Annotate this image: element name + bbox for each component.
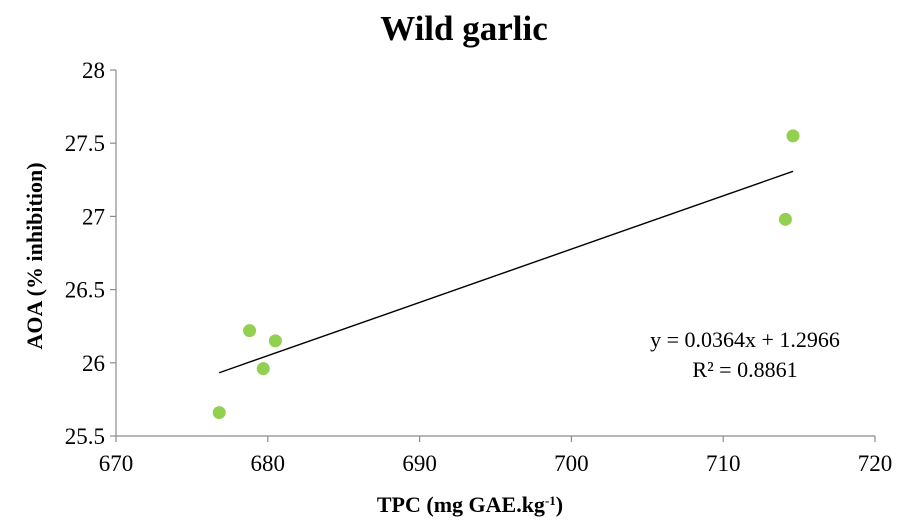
trendline [218, 170, 794, 374]
y-tick-label: 26.5 [65, 278, 105, 303]
data-point [778, 212, 792, 226]
data-point [786, 129, 800, 143]
axes [115, 70, 875, 437]
regression-equation: y = 0.0364x + 1.2966 [650, 327, 840, 352]
data-point [256, 362, 270, 376]
y-tick-label: 26 [82, 351, 105, 376]
r-squared-value: R² = 0.8861 [692, 357, 797, 382]
y-axis-title: AOA (% inhibition) [22, 162, 47, 349]
x-axis-title-suffix: ) [556, 492, 563, 517]
x-ticks: 670 680 690 700 710 720 [99, 436, 893, 476]
y-axis-title-group: AOA (% inhibition) [22, 162, 47, 349]
chart-title: Wild garlic [380, 9, 548, 48]
x-tick-label: 700 [554, 451, 589, 476]
y-tick-label: 25.5 [65, 424, 105, 449]
x-axis-title-main: TPC (mg GAE.kg [377, 492, 545, 517]
x-axis-title-superscript: -1 [545, 493, 556, 508]
data-points [212, 129, 800, 420]
x-tick-label: 720 [858, 451, 893, 476]
data-point [212, 406, 226, 420]
data-point [243, 324, 257, 338]
data-point [268, 334, 282, 348]
x-tick-label: 680 [251, 451, 286, 476]
x-tick-label: 710 [706, 451, 741, 476]
y-ticks: 25.5 26 26.5 27 27.5 28 [65, 58, 116, 449]
trendline-group [218, 170, 794, 374]
y-tick-label: 28 [82, 58, 105, 83]
y-tick-label: 27 [82, 204, 105, 229]
x-tick-label: 670 [99, 451, 134, 476]
y-tick-label: 27.5 [65, 131, 105, 156]
x-axis-title: TPC (mg GAE.kg-1) [377, 492, 563, 517]
x-tick-label: 690 [402, 451, 437, 476]
